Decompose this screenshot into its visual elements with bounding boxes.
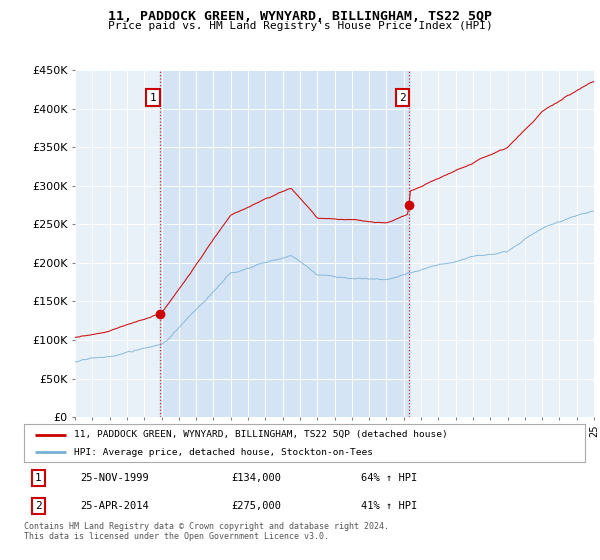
Text: 11, PADDOCK GREEN, WYNYARD, BILLINGHAM, TS22 5QP (detached house): 11, PADDOCK GREEN, WYNYARD, BILLINGHAM, … [74,430,448,439]
Text: 2: 2 [35,501,41,511]
Text: £134,000: £134,000 [232,473,281,483]
Text: 2: 2 [399,93,406,103]
Text: 1: 1 [150,93,157,103]
Text: 11, PADDOCK GREEN, WYNYARD, BILLINGHAM, TS22 5QP: 11, PADDOCK GREEN, WYNYARD, BILLINGHAM, … [108,10,492,23]
Text: 41% ↑ HPI: 41% ↑ HPI [361,501,417,511]
Text: £275,000: £275,000 [232,501,281,511]
Text: Contains HM Land Registry data © Crown copyright and database right 2024.
This d: Contains HM Land Registry data © Crown c… [24,522,389,542]
Text: 25-APR-2014: 25-APR-2014 [80,501,149,511]
Text: HPI: Average price, detached house, Stockton-on-Tees: HPI: Average price, detached house, Stoc… [74,448,373,457]
Bar [160,70,409,417]
Text: 1: 1 [35,473,41,483]
Text: Price paid vs. HM Land Registry's House Price Index (HPI): Price paid vs. HM Land Registry's House … [107,21,493,31]
Text: 64% ↑ HPI: 64% ↑ HPI [361,473,417,483]
Text: 25-NOV-1999: 25-NOV-1999 [80,473,149,483]
